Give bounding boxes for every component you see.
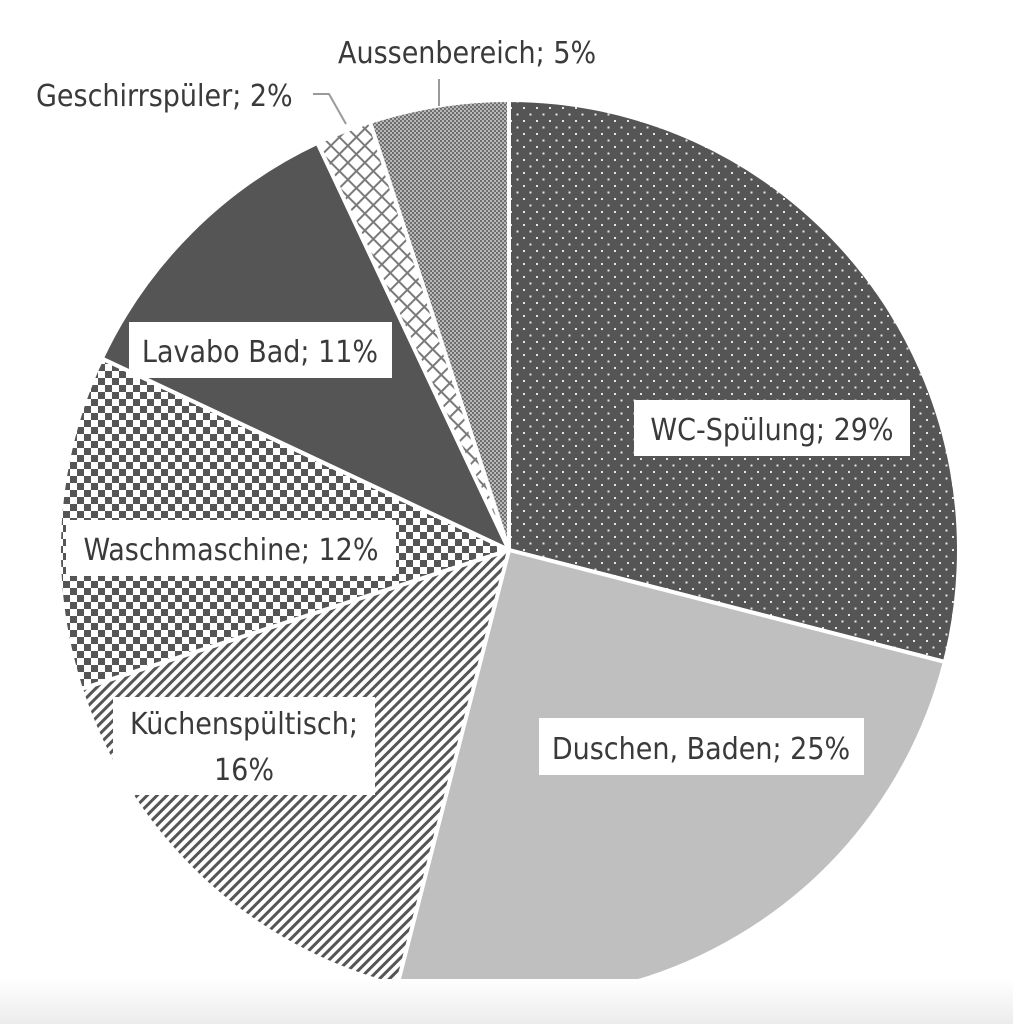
label-kuechen: Küchenspültisch; 16%	[113, 697, 375, 795]
svg-text:Waschmaschine; 12%: Waschmaschine; 12%	[83, 533, 378, 568]
label-geschirr: Geschirrspüler; 2%	[36, 79, 293, 114]
svg-text:Lavabo Bad; 11%: Lavabo Bad; 11%	[142, 335, 378, 370]
svg-text:16%: 16%	[214, 753, 274, 788]
svg-text:Aussenbereich; 5%: Aussenbereich; 5%	[338, 36, 596, 71]
label-duschen: Duschen, Baden; 25%	[539, 718, 864, 775]
label-wasch: Waschmaschine; 12%	[66, 520, 396, 576]
svg-text:Küchenspültisch;: Küchenspültisch;	[130, 707, 358, 742]
svg-text:Duschen, Baden; 25%: Duschen, Baden; 25%	[552, 732, 850, 767]
pie-slice-wc-spülung	[507, 98, 961, 664]
svg-text:Geschirrspüler; 2%: Geschirrspüler; 2%	[36, 79, 293, 114]
geschirr-leader-line	[313, 93, 347, 125]
label-lavabo: Lavabo Bad; 11%	[129, 322, 392, 378]
label-wc: WC-Spülung; 29%	[634, 400, 910, 456]
svg-text:WC-Spülung; 29%: WC-Spülung; 29%	[650, 413, 893, 448]
label-aussen: Aussenbereich; 5%	[338, 36, 596, 71]
